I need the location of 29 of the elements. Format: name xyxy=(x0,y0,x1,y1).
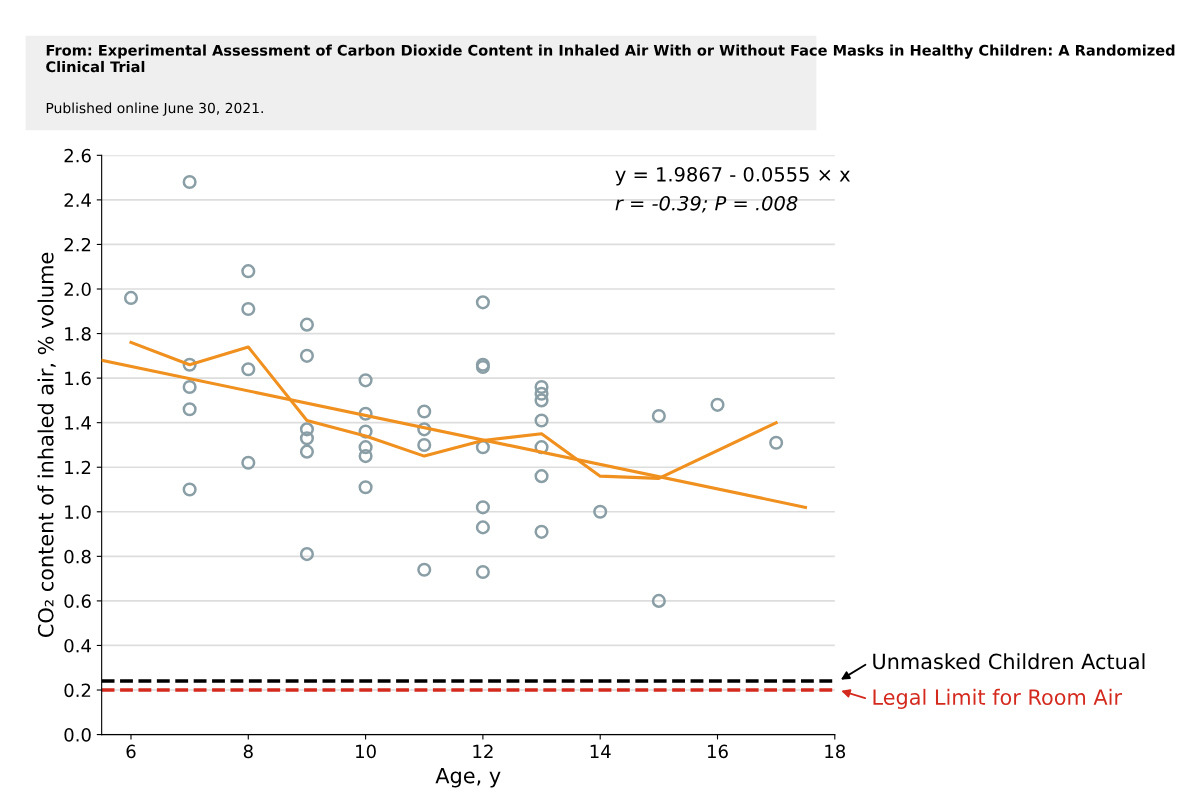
chart-subtitle: Published online June 30, 2021. xyxy=(46,102,263,116)
x-tick-label: 16 xyxy=(708,744,728,759)
x-tick-label: 6 xyxy=(126,744,136,759)
x-axis-title: Age, y xyxy=(435,767,501,788)
y-tick-label: 0.4 xyxy=(64,638,91,653)
x-tick-label: 10 xyxy=(356,744,376,759)
y-axis-title: CO₂ content of inhaled air, % volume xyxy=(37,252,56,637)
x-tick-label: 18 xyxy=(825,744,846,759)
annotation: y = 1.9867 - 0.0555 × x xyxy=(615,166,850,186)
y-tick-label: 0.6 xyxy=(64,594,91,609)
legend-label: Unmasked Children Actual xyxy=(873,653,1145,670)
ref-line-label: Legal Limit for Room Air xyxy=(873,688,1123,710)
y-tick-label: 0.8 xyxy=(64,549,91,564)
y-tick-label: 0.2 xyxy=(64,683,91,698)
y-tick-label: 0.0 xyxy=(64,728,91,742)
y-tick-label: 1.8 xyxy=(65,327,91,341)
chart-title: From: Experimental Assessment of Carbon Dioxide Content in Inhaled Air With or Without Face Masks in Healthy Children: A Randomized Clinical Trial xyxy=(46,44,1175,73)
y-tick-label: 2.6 xyxy=(64,148,91,163)
y-tick-label: 2.2 xyxy=(64,237,91,252)
y-tick-label: 1.2 xyxy=(65,460,91,475)
y-tick-label: 2.4 xyxy=(64,193,91,207)
y-tick-label: 1.0 xyxy=(65,505,91,519)
x-tick-label: 14 xyxy=(590,744,611,759)
x-tick-label: 8 xyxy=(243,744,253,759)
x-tick-label: 12 xyxy=(473,744,493,759)
y-tick-label: 2.0 xyxy=(64,282,91,297)
y-tick-label: 1.4 xyxy=(65,416,91,430)
y-tick-label: 1.6 xyxy=(65,371,91,386)
annotation: r = -0.39; P = .008 xyxy=(615,195,798,213)
